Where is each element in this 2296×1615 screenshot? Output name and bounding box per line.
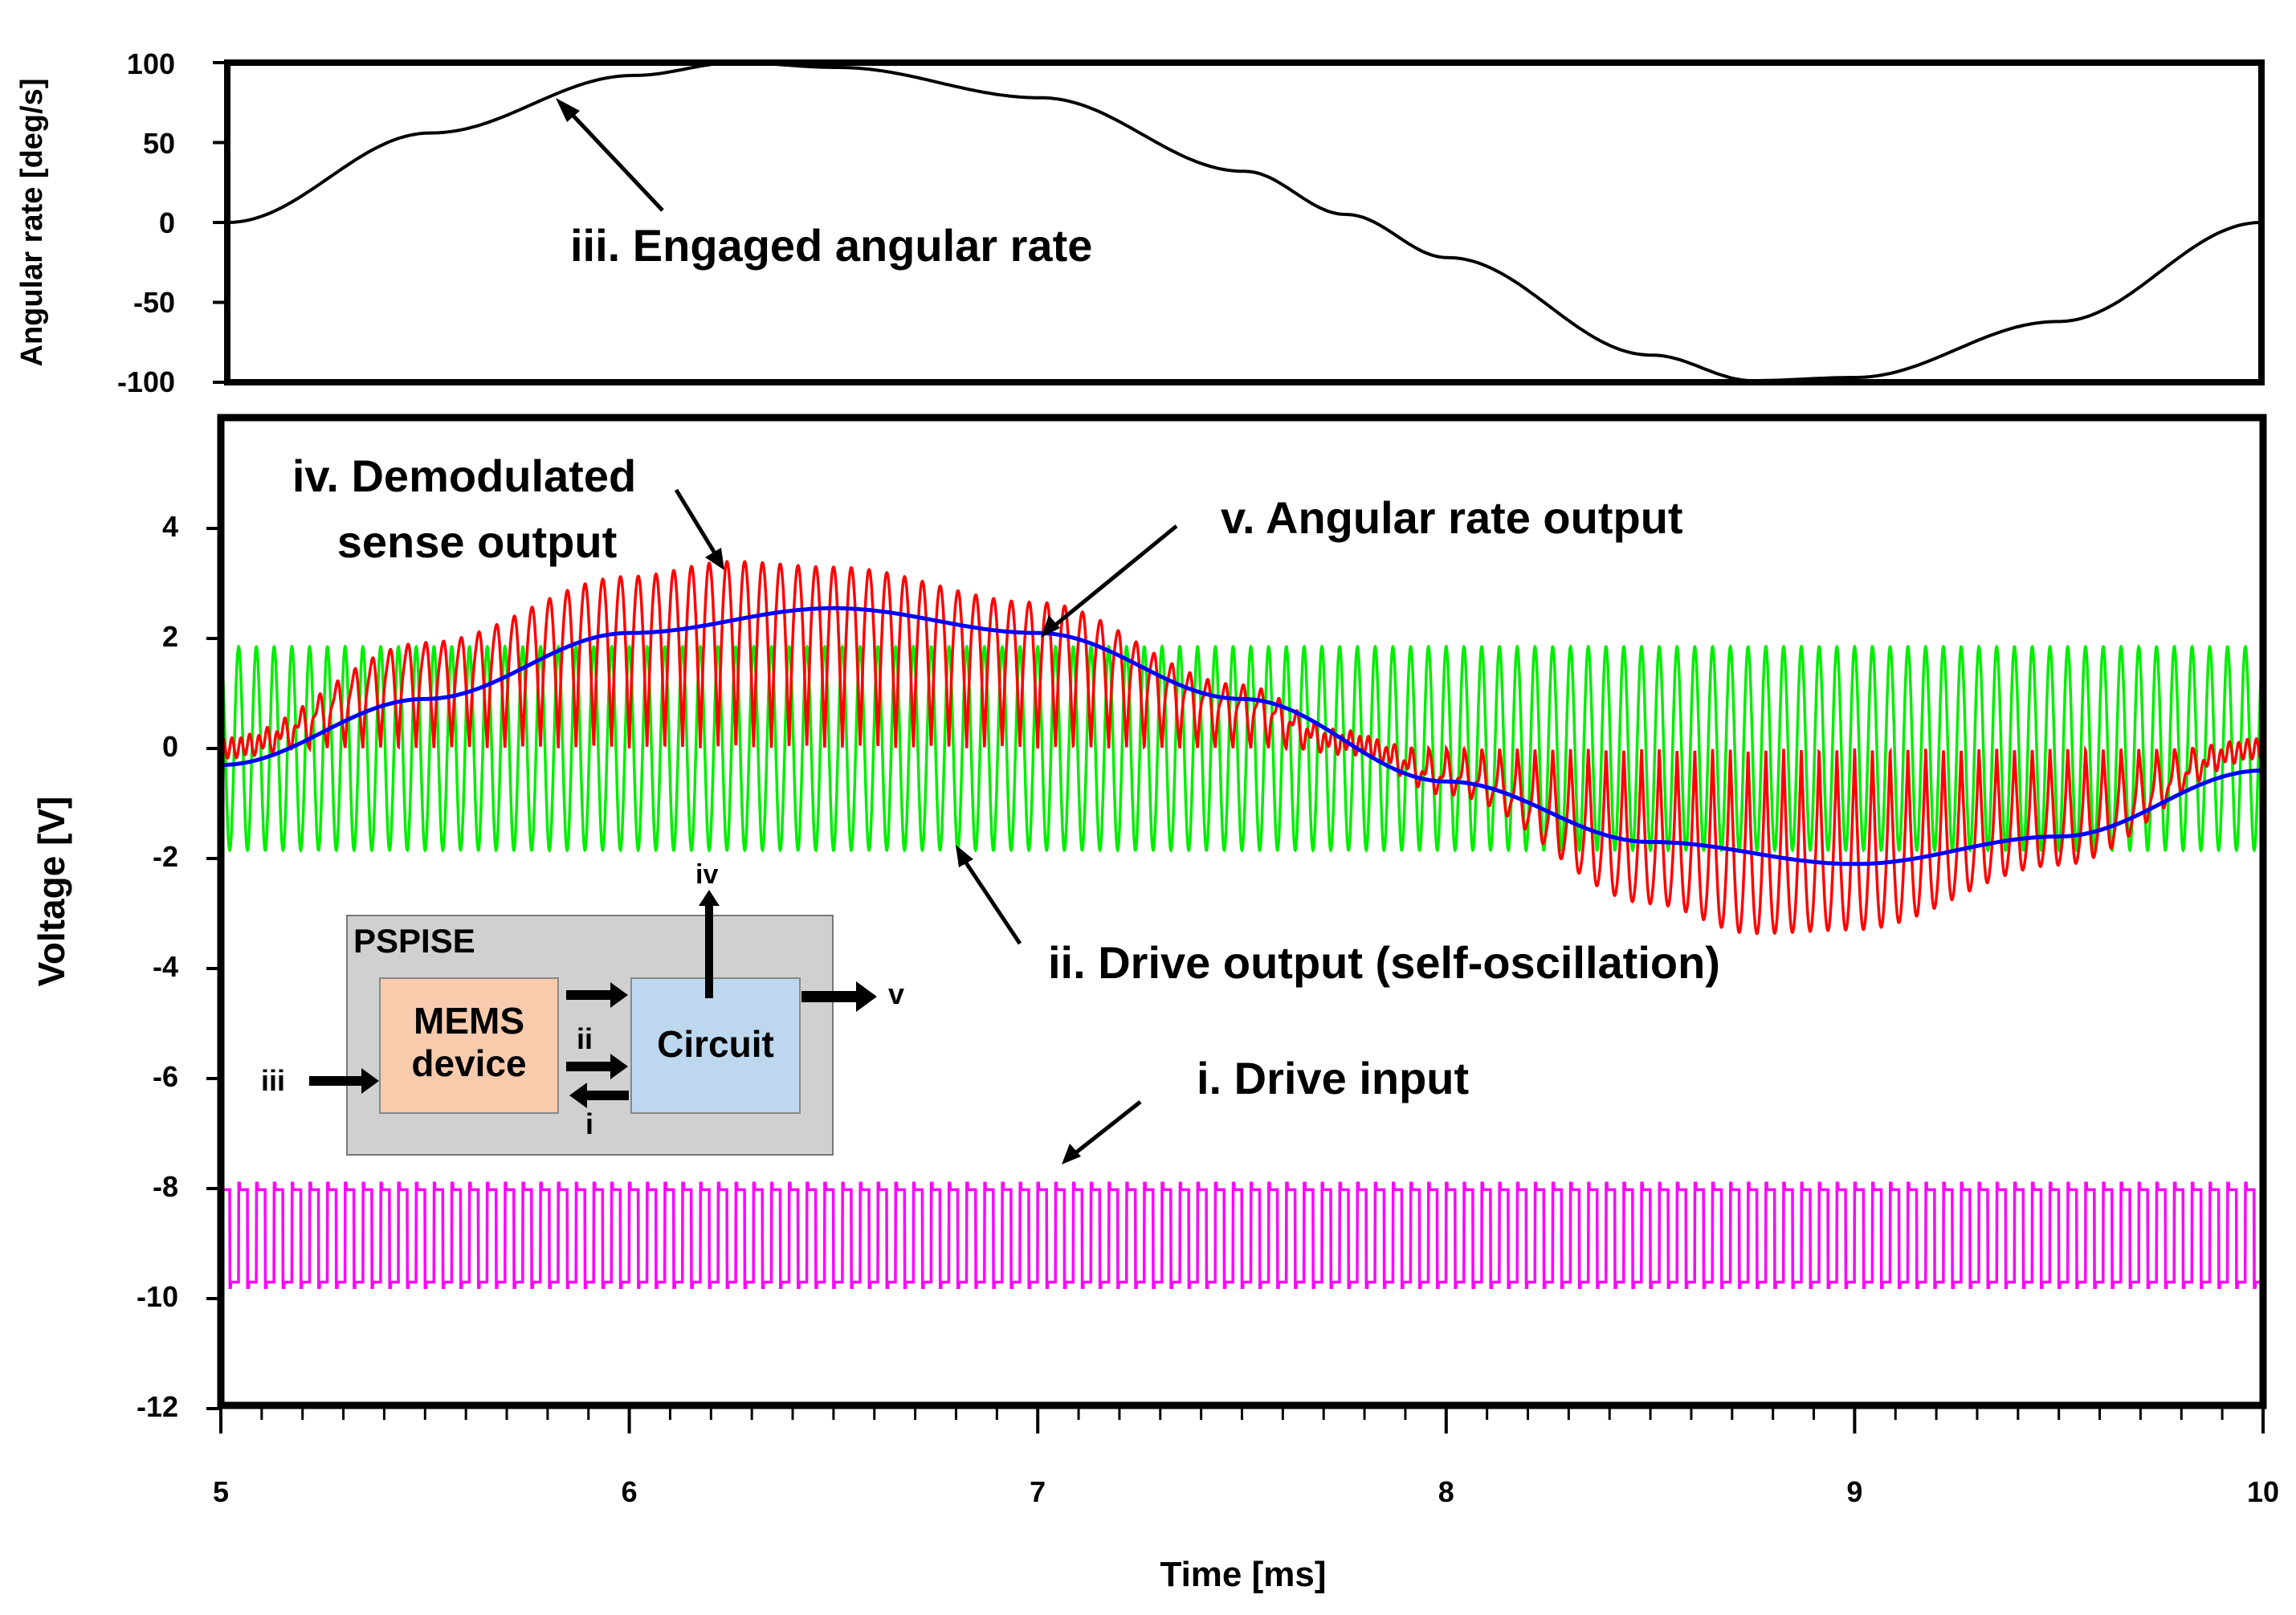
xtick-label-8: 8 <box>1438 1475 1454 1508</box>
arrow-body-ii <box>566 1062 613 1071</box>
bottom-ytick-label-0: 0 <box>162 730 178 763</box>
mems-device-box <box>379 977 559 1114</box>
arrow-iii <box>569 111 664 212</box>
top-ytick-label-minus100: -100 <box>117 365 175 398</box>
series-engaged-angular-rate <box>227 63 2261 382</box>
arrowhead-ii <box>956 845 973 867</box>
series-drive-input <box>221 1181 2263 1290</box>
xtick-label-10: 10 <box>2247 1475 2279 1508</box>
inset-label-iii: iii <box>261 1064 285 1097</box>
circuit-label: Circuit <box>657 1023 774 1065</box>
series-drive-output <box>221 644 2263 853</box>
series-demodulated-sense-output <box>221 560 2263 936</box>
annotation-i: i. Drive input <box>1062 1053 1469 1164</box>
mems-label-line1: MEMS <box>414 1000 524 1042</box>
annotation-iv: iv. Demodulated sense output <box>292 451 724 570</box>
arrowhead-i-inset <box>569 1083 587 1108</box>
bottom-ytick-label-minus2: -2 <box>153 840 178 873</box>
arrowhead-i <box>1062 1144 1081 1164</box>
label-demodulated: iv. Demodulated <box>292 451 636 501</box>
series-angular-rate-output <box>221 606 2263 867</box>
label-angular-rate-output: v. Angular rate output <box>1221 492 1683 543</box>
top-ytick-label-minus50: -50 <box>133 286 175 319</box>
arrowhead-iv-inset <box>699 890 720 906</box>
top-ytick-label-50: 50 <box>143 127 175 160</box>
label-sense-output: sense output <box>337 516 617 567</box>
arrow-body-v <box>801 991 859 1002</box>
label-engaged-angular-rate: iii. Engaged angular rate <box>570 220 1092 271</box>
arrowhead-iii <box>556 98 580 122</box>
arrow-ii <box>961 858 1022 945</box>
top-ytick-label-0: 0 <box>159 206 175 239</box>
xtick-label-7: 7 <box>1030 1475 1046 1508</box>
arrowhead-ii-inset <box>610 1054 628 1079</box>
arrow-i <box>1075 1100 1142 1154</box>
bottom-y-axis-label: Voltage [V] <box>31 797 72 987</box>
label-drive-input: i. Drive input <box>1197 1053 1469 1103</box>
annotation-v: v. Angular rate output <box>1041 492 1683 638</box>
bottom-panel: 4 2 0 -2 -4 -6 -8 -10 -12 5 6 7 8 9 10 T… <box>31 414 2279 1594</box>
x-axis-label: Time [ms] <box>1160 1555 1326 1594</box>
arrow-body-top <box>566 990 613 1000</box>
arrow-iv <box>674 488 719 557</box>
xtick-label-6: 6 <box>622 1475 638 1508</box>
arrowhead-iii-in <box>361 1068 379 1094</box>
bottom-ytick-label-minus8: -8 <box>153 1170 178 1203</box>
arrowhead-v <box>1041 615 1060 638</box>
xtick-label-9: 9 <box>1846 1475 1862 1508</box>
top-plot-frame <box>224 59 2265 385</box>
bottom-plot-frame <box>217 414 2267 1409</box>
arrowhead-iv <box>705 548 724 570</box>
bottom-ytick-label-minus4: -4 <box>153 950 178 983</box>
inset-label-iv: iv <box>695 859 718 890</box>
arrow-v <box>1052 524 1178 628</box>
annotation-iii: iii. Engaged angular rate <box>556 98 1092 271</box>
top-panel: 100 50 0 -50 -100 Angular rate [deg/s] i… <box>15 47 2265 398</box>
arrow-body-i <box>585 1091 629 1100</box>
arrowhead-v-inset <box>856 981 877 1012</box>
bottom-ytick-label-minus12: -12 <box>137 1390 178 1423</box>
label-drive-output: ii. Drive output (self-oscillation) <box>1048 937 1720 988</box>
annotation-ii: ii. Drive output (self-oscillation) <box>956 845 1720 988</box>
mems-label-line2: device <box>411 1042 526 1084</box>
bottom-ytick-label-4: 4 <box>162 510 178 543</box>
bottom-ytick-label-minus10: -10 <box>137 1280 178 1313</box>
arrow-body-iv <box>705 903 713 998</box>
bottom-ytick-label-minus6: -6 <box>153 1060 178 1093</box>
bottom-ytick-label-2: 2 <box>162 620 178 653</box>
inset-label-ii: ii <box>577 1022 593 1055</box>
arrow-body-iii-in <box>309 1076 364 1086</box>
circuit-box <box>630 977 801 1114</box>
top-ytick-label-100: 100 <box>127 47 175 80</box>
xtick-label-5: 5 <box>213 1475 229 1508</box>
top-y-axis-label: Angular rate [deg/s] <box>15 79 49 367</box>
pspise-inset: PSPISE MEMS device Circuit iii ii i iv v <box>261 859 904 1156</box>
inset-label-v: v <box>888 977 904 1010</box>
arrowhead-top <box>610 982 628 1008</box>
pspise-title: PSPISE <box>353 922 475 960</box>
inset-label-i: i <box>585 1107 593 1140</box>
